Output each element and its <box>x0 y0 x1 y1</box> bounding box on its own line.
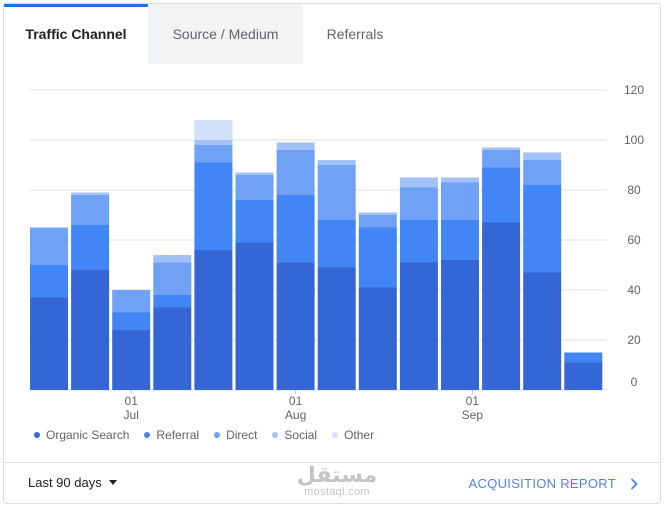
bar-segment <box>358 287 397 390</box>
bar-segment <box>564 352 603 363</box>
bar-segment <box>399 262 438 390</box>
x-tick-label-day: 01 <box>125 394 139 408</box>
x-tick-label-month: Aug <box>285 408 306 422</box>
bar-segment <box>235 242 274 390</box>
bar-segment <box>112 330 151 390</box>
legend-label: Social <box>284 428 318 442</box>
tab-bar: Traffic Channel Source / Medium Referral… <box>4 4 660 64</box>
legend-label: Other <box>344 428 375 442</box>
tab-source-medium[interactable]: Source / Medium <box>148 4 303 64</box>
bar-segment <box>194 140 233 145</box>
legend-dot-icon <box>332 432 339 438</box>
tab-referrals[interactable]: Referrals <box>326 26 384 42</box>
legend-label: Referral <box>156 428 200 442</box>
watermark-latin: mostaql.com <box>304 486 370 498</box>
bar-segment <box>317 160 356 165</box>
bar-segment <box>358 227 397 288</box>
y-tick-label: 60 <box>627 233 641 247</box>
bar-segment <box>194 145 233 163</box>
bar-segment <box>71 192 110 195</box>
bar-segment <box>153 262 192 295</box>
legend-dot-icon <box>214 432 221 438</box>
bar-segment <box>30 297 68 390</box>
bar-segment <box>523 272 562 390</box>
bar-segment <box>112 312 151 330</box>
bar-segment <box>441 260 479 390</box>
bar-segment <box>112 290 151 313</box>
bar-segment <box>276 142 315 150</box>
bar-segment <box>30 265 68 298</box>
y-tick-label: 100 <box>624 133 644 147</box>
y-tick-label: 80 <box>627 183 641 197</box>
card-footer: Last 90 days مستقل mostaql.com ACQUISITI… <box>4 462 660 503</box>
legend-label: Organic Search <box>46 428 130 442</box>
bar-segment <box>276 150 315 195</box>
bar-segment <box>276 195 315 263</box>
bar-segment <box>358 212 397 215</box>
bar-segment <box>399 187 438 220</box>
watermark-arabic: مستقل <box>296 462 378 487</box>
legend-item: Other <box>332 428 374 442</box>
x-tick-label-month: Sep <box>462 408 484 422</box>
bar-segment <box>153 295 192 308</box>
bar-segment <box>399 220 438 263</box>
caret-down-icon <box>108 480 117 485</box>
bar-segment <box>194 250 233 390</box>
bar-segment <box>194 120 233 140</box>
report-link-label: ACQUISITION REPORT <box>468 476 616 491</box>
y-tick-label: 120 <box>624 83 644 97</box>
bar-segment <box>71 225 110 270</box>
bar-segment <box>441 177 479 183</box>
legend-item: Organic Search <box>34 428 129 442</box>
legend-dot-icon <box>144 432 151 438</box>
bar-segment <box>564 362 603 390</box>
bar-segment <box>399 177 438 188</box>
x-tick-label-month: Jul <box>124 408 139 422</box>
bar-segment <box>523 152 562 160</box>
bar-segment <box>317 220 356 268</box>
legend-item: Referral <box>144 428 199 442</box>
legend-item: Direct <box>214 428 257 442</box>
bar-segment <box>235 200 274 243</box>
tab-traffic-channel[interactable]: Traffic Channel <box>4 4 148 64</box>
bar-segment <box>71 195 110 225</box>
bar-segment <box>317 165 356 220</box>
bar-segment <box>523 160 562 185</box>
bar-segment <box>153 307 192 390</box>
legend-label: Direct <box>226 428 258 442</box>
bar-segment <box>235 172 274 175</box>
chart-legend: Organic Search Referral Direct Social Other <box>34 428 389 442</box>
bar-segment <box>482 147 521 150</box>
bar-segment <box>194 162 233 250</box>
bar-segment <box>153 255 192 263</box>
bar-segment <box>441 182 479 220</box>
bar-segment <box>358 215 397 228</box>
y-tick-label: 0 <box>631 375 638 389</box>
bar-segment <box>523 185 562 273</box>
x-tick-label-day: 01 <box>289 394 303 408</box>
legend-dot-icon <box>34 432 40 438</box>
bar-segment <box>30 227 68 265</box>
y-tick-label: 20 <box>627 333 641 347</box>
bar-segment <box>482 222 521 390</box>
bar-segment <box>482 150 521 168</box>
acquisition-report-link[interactable]: ACQUISITION REPORT <box>469 476 638 491</box>
traffic-card: Traffic Channel Source / Medium Referral… <box>3 3 661 504</box>
legend-item: Social <box>272 428 317 442</box>
date-range-dropdown[interactable]: Last 90 days <box>28 475 117 490</box>
date-range-label: Last 90 days <box>28 475 102 490</box>
bar-segment <box>482 167 521 223</box>
x-tick-label-day: 01 <box>466 394 480 408</box>
watermark: مستقل mostaql.com <box>292 463 382 498</box>
bar-segment <box>276 262 315 390</box>
legend-dot-icon <box>272 432 279 438</box>
y-tick-label: 40 <box>627 283 641 297</box>
bar-segment <box>71 270 110 390</box>
bar-segment <box>317 267 356 390</box>
bar-segment <box>441 220 479 260</box>
chevron-right-icon <box>630 477 638 490</box>
bar-segment <box>235 175 274 200</box>
